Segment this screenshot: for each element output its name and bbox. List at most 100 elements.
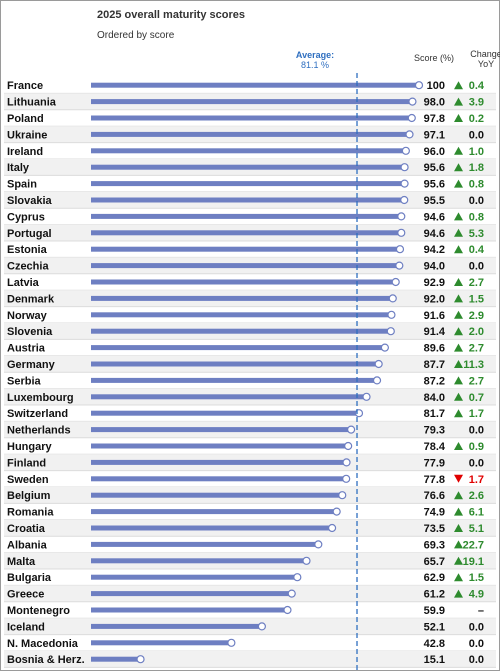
change-label: 1.7 (469, 408, 484, 420)
change-label: 19.1 (463, 556, 484, 568)
chart-subtitle: Ordered by score (97, 30, 175, 41)
bar-end-marker (314, 540, 323, 549)
change-label: 0.0 (469, 654, 484, 666)
bar (91, 279, 393, 285)
country-label: Iceland (7, 621, 45, 633)
change-label: 22.7 (463, 539, 484, 551)
country-label: N. Macedonia (7, 638, 79, 650)
score-column-header: Score (%) (414, 53, 455, 63)
bar-end-marker (344, 441, 353, 451)
bar-end-marker (387, 310, 396, 319)
change-label: 2.6 (469, 490, 484, 502)
score-label: 94.2 (424, 244, 445, 256)
change-up-arrow-icon (454, 409, 463, 418)
bar (91, 230, 399, 236)
score-label: 91.4 (424, 326, 446, 338)
score-label: 69.3 (424, 539, 445, 551)
change-up-arrow-icon (454, 114, 463, 122)
bar (91, 574, 295, 580)
score-label: 87.7 (424, 359, 445, 371)
score-label: 98.0 (424, 97, 445, 109)
bar-end-marker (327, 523, 337, 533)
score-label: 89.6 (424, 343, 445, 355)
score-label: 94.0 (424, 261, 445, 273)
bar (91, 295, 390, 301)
change-down-arrow-icon (454, 474, 463, 483)
bar-end-marker (287, 589, 296, 598)
country-label: Ireland (7, 146, 43, 158)
bar-end-marker (386, 327, 395, 336)
change-up-arrow-icon (454, 81, 463, 90)
bar (91, 148, 403, 154)
score-label: 61.2 (424, 589, 445, 601)
bar (91, 427, 349, 433)
change-label: 2.7 (469, 277, 484, 289)
change-label: 1.8 (469, 162, 484, 174)
bar-end-marker (395, 245, 405, 254)
score-label: 65.7 (424, 556, 445, 568)
country-label: Latvia (7, 277, 40, 289)
bar-end-marker (347, 425, 356, 434)
change-up-arrow-icon (454, 146, 463, 155)
bar-end-marker (401, 146, 410, 155)
change-label: 1.5 (469, 572, 484, 584)
score-label: 77.9 (424, 457, 445, 469)
country-label: Czechia (7, 261, 49, 273)
country-label: Poland (7, 113, 44, 125)
country-label: Finland (7, 457, 46, 469)
change-up-arrow-icon (454, 343, 463, 352)
score-label: 95.5 (424, 195, 445, 207)
change-up-arrow-icon (454, 491, 463, 500)
bar-end-marker (302, 556, 311, 565)
bar (91, 181, 402, 187)
score-label: 84.0 (424, 392, 445, 404)
bar-end-marker (388, 294, 397, 303)
chart-title: 2025 overall maturity scores (97, 9, 245, 21)
change-label: 0.0 (469, 638, 484, 650)
bar (91, 541, 316, 547)
score-label: 97.1 (424, 129, 445, 141)
bar-end-marker (397, 212, 406, 221)
score-label: 59.9 (424, 605, 445, 617)
score-label: 74.9 (424, 507, 445, 519)
bar (91, 607, 285, 613)
score-label: 73.5 (424, 523, 445, 535)
change-up-arrow-icon (454, 278, 463, 286)
country-label: Portugal (7, 228, 52, 240)
country-label: Croatia (7, 523, 46, 535)
bar-end-marker (400, 179, 409, 188)
change-up-arrow-icon (454, 163, 463, 172)
change-up-arrow-icon (454, 507, 463, 516)
change-up-arrow-icon (454, 294, 463, 303)
bar (91, 476, 344, 482)
change-up-arrow-icon (454, 589, 463, 598)
bar-end-marker (391, 277, 400, 287)
score-label: 62.9 (424, 572, 445, 584)
change-up-arrow-icon (454, 442, 463, 450)
bar-end-marker (293, 573, 302, 582)
bar-end-marker (380, 343, 389, 352)
change-up-arrow-icon (454, 573, 463, 582)
change-label: 0.0 (469, 129, 484, 141)
score-label: 42.8 (424, 638, 445, 650)
change-up-arrow-icon (454, 376, 463, 385)
bar (91, 525, 330, 531)
change-label: 0.8 (469, 211, 484, 223)
change-label: 2.7 (469, 343, 484, 355)
bar (91, 82, 416, 88)
country-label: Greece (7, 589, 44, 601)
change-label: 1.5 (469, 293, 484, 305)
bar-end-marker (136, 655, 145, 664)
score-label: 15.1 (424, 654, 445, 666)
change-label: 0.0 (469, 425, 484, 437)
country-label: Slovenia (7, 326, 53, 338)
score-label: 92.9 (424, 277, 445, 289)
change-label: 11.3 (463, 359, 484, 371)
bar-end-marker (407, 113, 416, 123)
score-label: 79.3 (424, 425, 445, 437)
country-label: Sweden (7, 474, 49, 486)
bar (91, 131, 407, 137)
change-up-arrow-icon (454, 97, 463, 106)
bar (91, 377, 375, 383)
change-label: 3.9 (469, 97, 484, 109)
